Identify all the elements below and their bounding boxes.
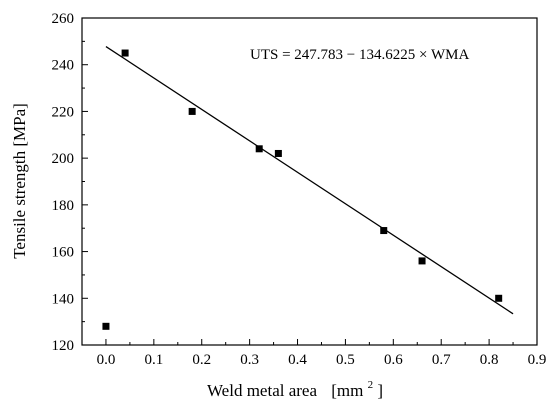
x-tick-label: 0.9 <box>528 352 547 368</box>
data-point <box>255 145 263 153</box>
y-tick-label: 240 <box>52 58 75 74</box>
y-tick-label: 200 <box>52 151 75 167</box>
x-tick-label: 0.5 <box>336 352 355 368</box>
y-tick-label: 140 <box>52 291 75 307</box>
x-tick-label: 0.2 <box>192 352 211 368</box>
y-tick-label: 160 <box>52 245 75 261</box>
fit-line <box>105 45 514 315</box>
y-tick-label: 180 <box>52 198 75 214</box>
x-tick-label: 0.1 <box>144 352 163 368</box>
data-point <box>380 227 388 235</box>
x-axis-title: Weld metal area [mm 2 ] <box>207 373 383 400</box>
x-axis-title-name: Weld metal area <box>207 381 317 400</box>
x-tick-label: 0.6 <box>384 352 403 368</box>
x-tick-label: 0.4 <box>288 352 307 368</box>
x-axis-title-unit: [mm <box>331 381 363 400</box>
x-tick-label: 0.8 <box>480 352 499 368</box>
x-tick-label: 0.3 <box>240 352 259 368</box>
y-tick-label: 260 <box>52 11 75 27</box>
x-tick-label: 0.0 <box>97 352 116 368</box>
data-point <box>418 257 426 265</box>
y-tick-label: 120 <box>52 338 75 354</box>
x-axis-title-unit-sup: 2 <box>368 379 374 391</box>
y-tick-label: 220 <box>52 104 75 120</box>
data-point <box>495 294 503 302</box>
data-point <box>188 107 196 115</box>
ticks: 0.0 0.1 0.2 0.3 0.4 0.5 0.6 0.7 0.8 0.9 120 140 160 1… <box>52 11 547 368</box>
plot-area <box>81 17 538 346</box>
x-axis-title-unit-close: ] <box>377 381 383 400</box>
y-axis-title: Tensile strength [MPa] <box>10 103 29 259</box>
data-point <box>121 49 129 57</box>
x-tick-label: 0.7 <box>432 352 451 368</box>
data-point <box>102 322 110 330</box>
data-point <box>274 149 282 157</box>
fit-equation: UTS = 247.783 − 134.6225 × WMA <box>250 47 469 63</box>
data-points <box>102 49 503 330</box>
